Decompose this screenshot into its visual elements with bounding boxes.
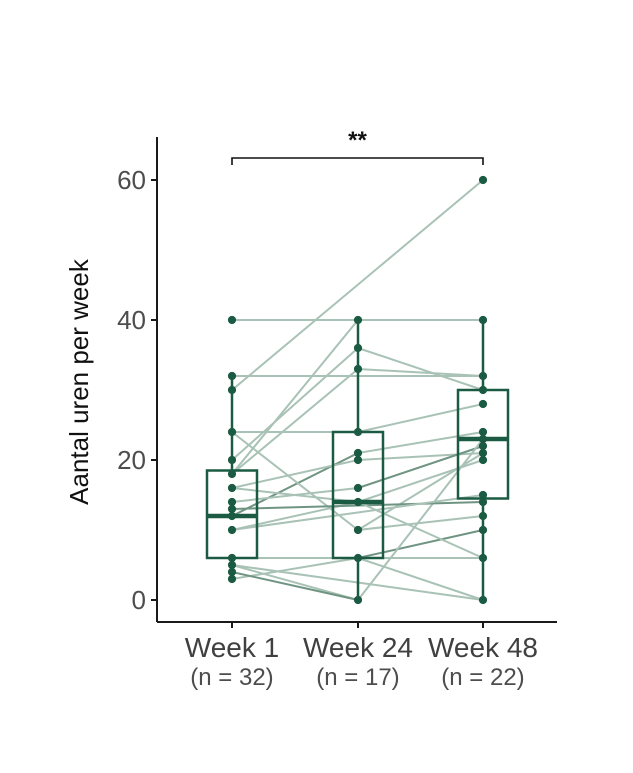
data-point <box>227 427 237 437</box>
data-point <box>478 371 488 381</box>
data-point <box>478 553 488 563</box>
data-point <box>353 497 363 507</box>
data-point <box>478 525 488 535</box>
pair-line <box>231 564 359 601</box>
data-point <box>227 371 237 381</box>
data-point <box>227 553 237 563</box>
x-category-label: Week 48 <box>428 632 538 663</box>
pair-line <box>357 529 484 559</box>
data-point <box>353 343 363 353</box>
data-point <box>353 483 363 493</box>
y-axis-title: Aantal uren per week <box>64 258 94 505</box>
data-point <box>478 385 488 395</box>
data-point <box>227 511 237 521</box>
data-point <box>227 560 237 570</box>
x-category-sublabel: (n = 32) <box>190 664 273 691</box>
y-tick-label: 20 <box>117 445 146 475</box>
pair-line <box>231 452 359 517</box>
data-point <box>478 448 488 458</box>
data-point <box>353 553 363 563</box>
data-point <box>227 504 237 514</box>
data-point <box>353 448 363 458</box>
data-point <box>227 567 237 577</box>
data-point <box>478 455 488 465</box>
pair-line <box>231 179 484 391</box>
data-point <box>478 595 488 605</box>
data-point <box>227 483 237 493</box>
y-tick-label: 60 <box>117 165 146 195</box>
data-point <box>353 364 363 374</box>
y-tick-label: 40 <box>117 305 146 335</box>
data-point <box>478 427 488 437</box>
x-category-label: Week 1 <box>185 632 279 663</box>
pair-line <box>231 459 359 489</box>
data-point <box>227 455 237 465</box>
data-point <box>353 315 363 325</box>
pair-line <box>231 347 359 461</box>
pair-line <box>231 494 484 531</box>
significance-label: ** <box>348 127 367 154</box>
data-point <box>478 315 488 325</box>
pair-line <box>357 347 484 391</box>
pair-line <box>357 431 484 454</box>
significance-bracket <box>231 157 484 165</box>
x-category-sublabel: (n = 17) <box>316 664 399 691</box>
data-point <box>478 399 488 409</box>
data-point <box>227 315 237 325</box>
pair-line <box>231 557 359 580</box>
pair-line <box>357 368 484 377</box>
data-point <box>478 497 488 507</box>
pair-line <box>231 487 359 503</box>
data-point <box>353 455 363 465</box>
data-point <box>478 434 488 444</box>
data-point <box>227 385 237 395</box>
pair-line <box>231 319 359 475</box>
data-point <box>478 175 488 185</box>
y-tick-label: 0 <box>132 585 146 615</box>
pair-line <box>357 515 484 531</box>
pair-line <box>357 445 484 489</box>
pair-line <box>357 452 484 461</box>
x-category-sublabel: (n = 22) <box>441 664 524 691</box>
data-point <box>227 469 237 479</box>
data-point <box>227 574 237 584</box>
data-point <box>227 497 237 507</box>
pair-line <box>231 431 359 531</box>
data-point <box>353 595 363 605</box>
data-point <box>353 427 363 437</box>
pair-line <box>357 501 484 559</box>
x-category-label: Week 24 <box>303 632 413 663</box>
pair-line <box>357 557 484 601</box>
pair-line <box>231 571 359 601</box>
data-point <box>353 525 363 535</box>
pair-line <box>231 368 359 475</box>
data-point <box>478 441 488 451</box>
data-point <box>227 525 237 535</box>
data-point <box>478 511 488 521</box>
data-point <box>478 490 488 500</box>
pair-line <box>357 403 484 433</box>
pair-line <box>357 438 484 601</box>
